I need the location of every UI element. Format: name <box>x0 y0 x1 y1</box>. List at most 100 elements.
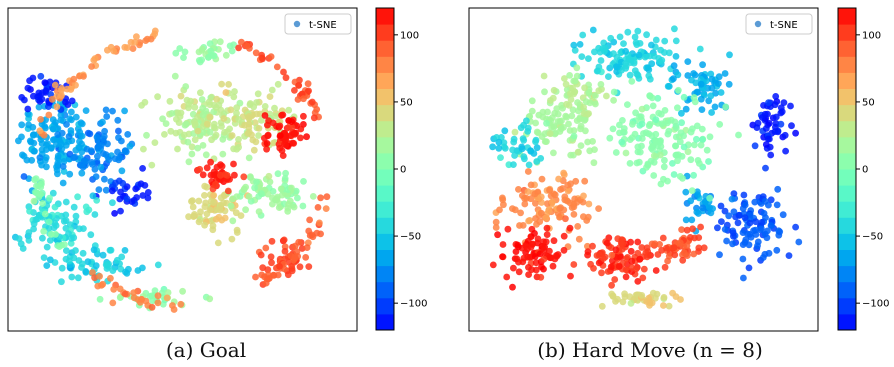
scatter-point <box>118 253 126 261</box>
scatter-point <box>154 93 162 101</box>
scatter-point <box>290 140 298 147</box>
scatter-point <box>723 237 730 245</box>
scatter-point <box>514 241 522 249</box>
scatter-point <box>40 254 48 261</box>
scatter-point <box>88 63 95 70</box>
scatter-point <box>305 263 313 270</box>
scatter-point <box>657 110 665 118</box>
scatter-point <box>304 80 312 88</box>
scatter-point <box>15 235 23 243</box>
scatter-point <box>672 124 680 132</box>
scatter-point <box>690 94 698 101</box>
scatter-point <box>513 255 521 263</box>
scatter-point <box>267 53 275 60</box>
colorbar-segment <box>376 297 394 315</box>
colorbar-segment <box>376 249 394 267</box>
scatter-point <box>670 75 677 83</box>
scatter-point <box>35 103 43 111</box>
scatter-point <box>574 223 582 230</box>
scatter-point <box>49 189 57 197</box>
scatter-point <box>288 265 296 272</box>
scatter-point <box>758 114 766 121</box>
scatter-point <box>253 178 260 186</box>
scatter-point <box>70 75 78 83</box>
scatter-point <box>495 138 503 146</box>
scatter-point <box>774 185 782 193</box>
scatter-point <box>219 150 227 158</box>
colorbar-tick-label: −100 <box>400 299 427 310</box>
scatter-point <box>698 125 706 133</box>
scatter-point <box>276 132 284 139</box>
scatter-point <box>308 98 316 106</box>
scatter-point <box>255 208 263 216</box>
scatter-point <box>721 226 729 233</box>
scatter-point <box>257 251 265 259</box>
scatter-point <box>692 79 700 87</box>
scatter-point <box>268 86 276 94</box>
scatter-point <box>310 114 318 122</box>
scatter-point <box>575 235 583 243</box>
scatter-point <box>281 175 289 182</box>
scatter-point <box>524 168 532 175</box>
scatter-point <box>592 92 599 99</box>
scatter-point <box>589 26 597 34</box>
scatter-point <box>524 253 532 261</box>
scatter-point <box>674 157 681 165</box>
scatter-point <box>232 209 240 217</box>
scatter-point <box>268 259 275 267</box>
scatter-point <box>104 46 111 54</box>
scatter-point <box>117 188 124 196</box>
scatter-point <box>151 139 159 147</box>
scatter-point <box>546 247 553 255</box>
scatter-point <box>741 201 749 209</box>
scatter-point <box>123 269 131 277</box>
scatter-point <box>540 255 548 263</box>
scatter-point <box>509 146 516 154</box>
scatter-point <box>110 47 118 55</box>
scatter-point <box>30 225 37 233</box>
scatter-point <box>172 49 180 57</box>
scatter-point <box>245 193 253 200</box>
scatter-point <box>227 202 235 210</box>
scatter-point <box>634 238 642 246</box>
scatter-point <box>118 137 125 145</box>
scatter-point <box>612 246 620 254</box>
scatter-point <box>154 261 162 269</box>
scatter-point <box>579 198 587 206</box>
scatter-point <box>525 217 532 225</box>
scatter-point <box>556 205 564 213</box>
scatter-point <box>562 80 570 88</box>
scatter-point <box>230 93 238 101</box>
scatter-point <box>24 84 32 92</box>
scatter-point <box>123 44 131 51</box>
scatter-point <box>717 89 725 96</box>
scatter-point <box>39 200 46 207</box>
scatter-point <box>228 47 236 55</box>
scatter-point <box>691 141 698 149</box>
scatter-point <box>792 223 799 231</box>
scatter-point <box>697 95 705 103</box>
scatter-point <box>282 169 289 177</box>
scatter-point <box>639 274 647 282</box>
scatter-point <box>36 154 44 162</box>
legend: t-SNE <box>284 13 352 35</box>
scatter-point <box>188 143 196 151</box>
scatter-point <box>573 117 581 124</box>
colorbar-tick-label: 100 <box>400 30 419 41</box>
scatter-point <box>24 105 32 113</box>
scatter-point <box>90 246 98 254</box>
scatter-point <box>682 216 690 224</box>
scatter-point <box>546 130 554 138</box>
scatter-point <box>227 106 235 114</box>
scatter-point <box>201 182 209 190</box>
scatter-point <box>212 181 219 188</box>
scatter-point <box>191 103 199 111</box>
scatter-point <box>636 148 644 156</box>
scatter-point <box>151 27 159 35</box>
scatter-point <box>496 206 503 214</box>
scatter-point <box>778 108 786 116</box>
scatter-point <box>226 125 234 133</box>
scatter-point <box>93 133 101 141</box>
scatter-point <box>652 36 660 44</box>
scatter-point <box>608 251 616 259</box>
